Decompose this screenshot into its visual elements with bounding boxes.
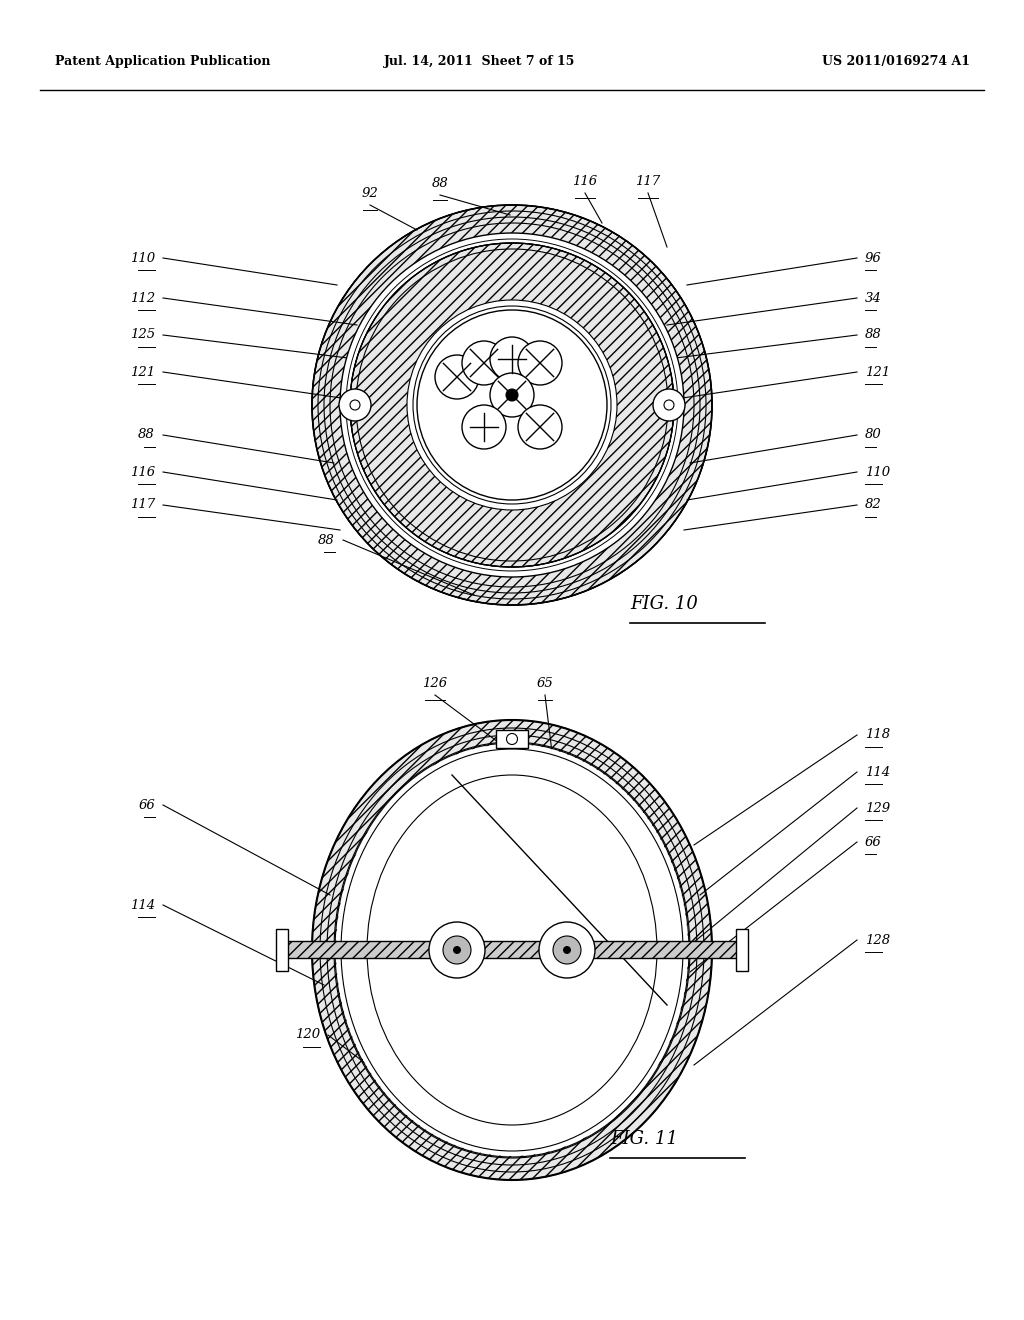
Text: Patent Application Publication: Patent Application Publication [55, 55, 270, 69]
Text: 65: 65 [537, 677, 553, 690]
Text: 66: 66 [865, 836, 882, 849]
Text: 120: 120 [295, 1028, 319, 1041]
Bar [282, 941, 742, 958]
Text: 117: 117 [636, 176, 660, 187]
Text: 126: 126 [423, 677, 447, 690]
Ellipse shape [336, 744, 688, 1156]
Text: 118: 118 [865, 729, 890, 742]
Text: 121: 121 [130, 366, 155, 379]
Text: 121: 121 [865, 366, 890, 379]
Circle shape [664, 400, 674, 411]
Circle shape [539, 921, 595, 978]
Circle shape [462, 341, 506, 385]
Text: 88: 88 [865, 329, 882, 342]
Circle shape [518, 405, 562, 449]
Text: 110: 110 [130, 252, 155, 264]
Text: 88: 88 [318, 533, 335, 546]
Text: 110: 110 [865, 466, 890, 479]
Circle shape [407, 300, 617, 510]
Text: 116: 116 [130, 466, 155, 479]
Text: 96: 96 [865, 252, 882, 264]
Bar [276, 929, 288, 972]
Circle shape [462, 405, 506, 449]
Circle shape [490, 337, 534, 381]
Circle shape [340, 234, 684, 577]
Circle shape [653, 389, 685, 421]
Text: Jul. 14, 2011  Sheet 7 of 15: Jul. 14, 2011 Sheet 7 of 15 [384, 55, 575, 69]
Text: 82: 82 [865, 499, 882, 511]
Text: FIG. 10: FIG. 10 [630, 595, 698, 612]
Circle shape [443, 936, 471, 964]
Text: 92: 92 [361, 187, 379, 201]
Circle shape [339, 389, 371, 421]
Text: 34: 34 [865, 292, 882, 305]
Text: 128: 128 [865, 933, 890, 946]
Text: 129: 129 [865, 801, 890, 814]
Text: 114: 114 [130, 899, 155, 912]
Text: 117: 117 [130, 499, 155, 511]
Circle shape [490, 374, 534, 417]
Text: 88: 88 [138, 429, 155, 441]
Text: 112: 112 [130, 292, 155, 305]
Text: FIG. 11: FIG. 11 [610, 1130, 678, 1148]
Circle shape [350, 243, 674, 568]
Circle shape [507, 734, 517, 744]
Bar [282, 941, 742, 958]
Text: 116: 116 [572, 176, 598, 187]
Circle shape [417, 310, 607, 500]
Circle shape [506, 389, 518, 401]
Text: 125: 125 [130, 329, 155, 342]
Ellipse shape [312, 719, 712, 1180]
Bar [736, 929, 748, 972]
Circle shape [429, 921, 485, 978]
Circle shape [563, 946, 571, 954]
Text: 88: 88 [432, 177, 449, 190]
Circle shape [553, 936, 581, 964]
Text: 66: 66 [138, 799, 155, 812]
Circle shape [435, 355, 479, 399]
Bar [496, 730, 528, 748]
Circle shape [350, 400, 360, 411]
Text: 80: 80 [865, 429, 882, 441]
Text: US 2011/0169274 A1: US 2011/0169274 A1 [822, 55, 970, 69]
Circle shape [518, 341, 562, 385]
Text: 114: 114 [865, 766, 890, 779]
Circle shape [453, 946, 461, 954]
Circle shape [312, 205, 712, 605]
